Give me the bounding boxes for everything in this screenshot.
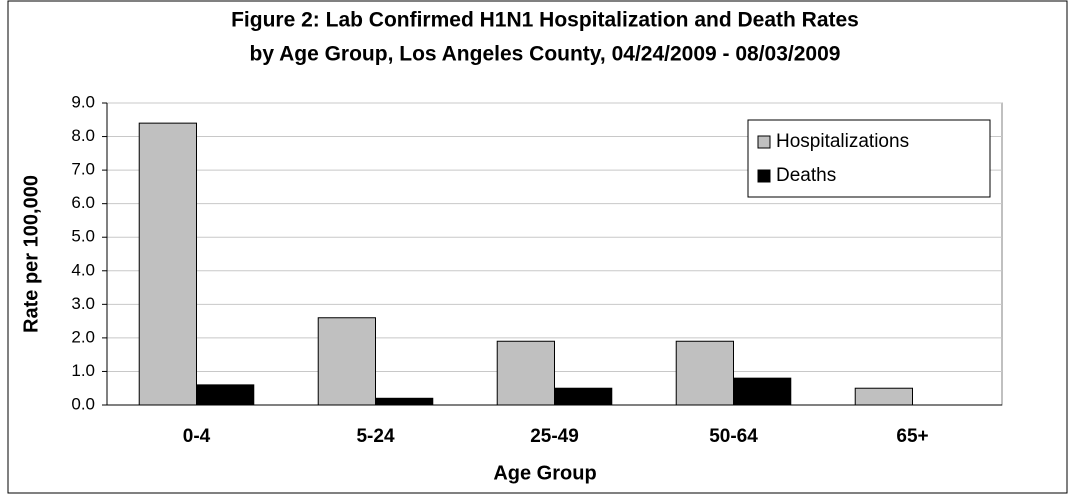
chart-title: Figure 2: Lab Confirmed H1N1 Hospitaliza… bbox=[231, 9, 859, 32]
x-tick-label: 50-64 bbox=[709, 426, 758, 447]
bar bbox=[196, 384, 255, 406]
x-tick-label: 5-24 bbox=[356, 426, 394, 447]
x-axis-title: Age Group bbox=[493, 462, 596, 484]
legend-label: Hospitalizations bbox=[776, 131, 909, 152]
bar bbox=[496, 340, 555, 406]
chart-title: by Age Group, Los Angeles County, 04/24/… bbox=[250, 43, 841, 66]
y-tick-label: 9.0 bbox=[71, 92, 95, 111]
legend-box bbox=[747, 119, 991, 198]
bar bbox=[733, 377, 792, 406]
x-tick-label: 25-49 bbox=[530, 426, 579, 447]
y-axis-title: Rate per 100,000 bbox=[20, 175, 42, 333]
legend-swatch bbox=[757, 135, 771, 149]
bar bbox=[138, 122, 197, 406]
legend-swatch bbox=[757, 169, 771, 183]
y-tick-label: 6.0 bbox=[71, 193, 95, 212]
bar bbox=[375, 397, 434, 406]
y-tick-label: 8.0 bbox=[71, 126, 95, 145]
y-tick-label: 5.0 bbox=[71, 227, 95, 246]
bar bbox=[675, 340, 734, 406]
x-tick-label: 65+ bbox=[896, 426, 928, 447]
y-tick-label: 7.0 bbox=[71, 160, 95, 179]
y-tick-label: 4.0 bbox=[71, 260, 95, 279]
bar bbox=[854, 387, 913, 406]
y-tick-label: 0.0 bbox=[71, 394, 95, 413]
legend-label: Deaths bbox=[776, 165, 836, 186]
y-tick-label: 3.0 bbox=[71, 294, 95, 313]
bar bbox=[554, 387, 613, 406]
y-tick-label: 2.0 bbox=[71, 327, 95, 346]
x-tick-label: 0-4 bbox=[183, 426, 211, 447]
y-tick-label: 1.0 bbox=[71, 361, 95, 380]
bar bbox=[317, 317, 376, 406]
